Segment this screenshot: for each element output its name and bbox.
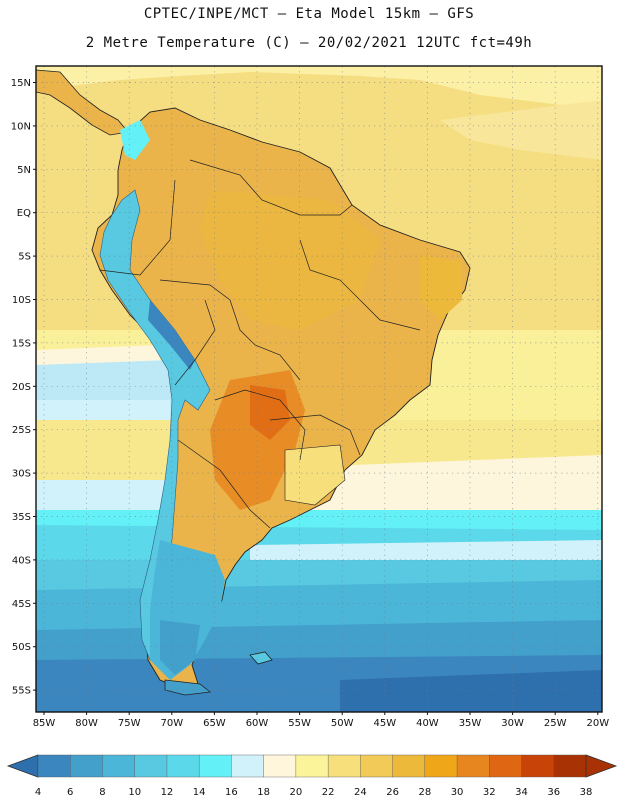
- colorbar-swatch: [231, 754, 265, 778]
- colorbar-arrow-low: [6, 754, 39, 778]
- andes-altiplano: [148, 300, 195, 370]
- colorbar-label: 6: [67, 787, 73, 798]
- colorbar-swatch: [392, 754, 426, 778]
- colorbar-label: 34: [515, 787, 528, 798]
- colorbar-swatch: [553, 754, 587, 778]
- lat-label: 30S: [12, 469, 31, 480]
- colorbar-label: 24: [354, 787, 367, 798]
- lon-label: 60W: [246, 718, 269, 729]
- lat-label: EQ: [17, 208, 31, 219]
- colorbar-swatch: [456, 754, 490, 778]
- colorbar-swatch: [134, 754, 168, 778]
- colorbar-swatch: [489, 754, 523, 778]
- map-frame: [35, 65, 603, 713]
- lat-label: 10N: [11, 121, 31, 132]
- colorbar-swatch: [166, 754, 200, 778]
- lon-label: 30W: [501, 718, 524, 729]
- lat-label: 5N: [17, 165, 31, 176]
- colorbar-swatch: [70, 754, 103, 778]
- lon-label: 40W: [416, 718, 439, 729]
- colorbar-label: 22: [322, 787, 335, 798]
- map-title: CPTEC/INPE/MCT – Eta Model 15km – GFS: [143, 6, 475, 22]
- colorbar-label: 18: [257, 787, 270, 798]
- lon-label: 75W: [118, 718, 141, 729]
- colorbar-label: 28: [418, 787, 431, 798]
- lat-label: 45S: [12, 599, 31, 610]
- colorbar: 4 6 8 10 12 14 16 18 20 22 24 26 28 30 32 34 36 38: [6, 754, 618, 798]
- colorbar-swatch: [102, 754, 136, 778]
- colorbar-swatch: [360, 754, 394, 778]
- lon-label: 65W: [203, 718, 226, 729]
- graticule: [36, 66, 602, 712]
- ocean-cool-patch-north: [36, 66, 602, 110]
- colorbar-swatch: [521, 754, 555, 778]
- colorbar-label: 14: [193, 787, 206, 798]
- colorbar-arrow-high: [585, 754, 618, 778]
- lat-label: 55S: [12, 686, 31, 697]
- lon-label: 50W: [331, 718, 354, 729]
- colorbar-label: 26: [386, 787, 399, 798]
- colorbar-label: 12: [161, 787, 174, 798]
- lat-label: 15N: [11, 78, 31, 89]
- southern-patagonia: [160, 620, 200, 675]
- lon-label: 25W: [544, 718, 567, 729]
- colorbar-label: 10: [128, 787, 141, 798]
- lat-label: 5S: [18, 252, 31, 263]
- colorbar-swatch: [327, 754, 361, 778]
- lat-label: 20S: [12, 382, 31, 393]
- colorbar-label: 38: [580, 787, 593, 798]
- colorbar-swatch: [295, 754, 329, 778]
- longitude-labels: 85W 80W 75W 70W 65W 60W 55W 50W 45W 40W 35W 30W 25W 2…: [33, 712, 609, 729]
- ocean-patch-northeast: [440, 100, 602, 160]
- ocean-band-4: [340, 670, 602, 712]
- lat-label: 35S: [12, 512, 31, 523]
- amazon-shade: [200, 190, 380, 330]
- colorbar-swatch: [37, 754, 71, 778]
- lon-label: 80W: [75, 718, 98, 729]
- chaco-hot-34: [250, 385, 290, 440]
- lat-label: 25S: [12, 425, 31, 436]
- tierra-del-fuego: [164, 679, 211, 696]
- colorbar-label: 4: [35, 787, 41, 798]
- map-subtitle: 2 Metre Temperature (C) – 20/02/2021 12U…: [85, 35, 533, 51]
- lat-label: 40S: [12, 555, 31, 566]
- country-borders: [99, 159, 421, 529]
- colorbar-swatch: [424, 754, 458, 778]
- northern-andes: [120, 120, 150, 160]
- colorbar-swatch: [263, 754, 297, 778]
- falkland-islands: [249, 651, 273, 665]
- lon-label: 55W: [288, 718, 311, 729]
- colorbar-label: 36: [547, 787, 560, 798]
- colorbar-label: 16: [225, 787, 238, 798]
- colorbar-label: 20: [290, 787, 303, 798]
- colorbar-label: 8: [99, 787, 105, 798]
- northeast-brazil: [420, 255, 462, 320]
- lat-label: 50S: [12, 642, 31, 653]
- lon-label: 35W: [459, 718, 482, 729]
- lon-label: 20W: [586, 718, 609, 729]
- latitude-labels: 15N 10N 5N EQ 5S 10S 15S 20S 25S 30S 35S 40S 45S 50S 5…: [11, 78, 36, 697]
- lat-label: 10S: [12, 295, 31, 306]
- lon-label: 70W: [160, 718, 183, 729]
- colorbar-label: 32: [483, 787, 496, 798]
- central-america: [36, 69, 129, 136]
- lat-label: 15S: [12, 338, 31, 349]
- colorbar-label: 30: [451, 787, 464, 798]
- lon-label: 85W: [33, 718, 56, 729]
- colorbar-swatch: [198, 754, 232, 778]
- lon-label: 45W: [373, 718, 396, 729]
- map-field: [36, 66, 602, 712]
